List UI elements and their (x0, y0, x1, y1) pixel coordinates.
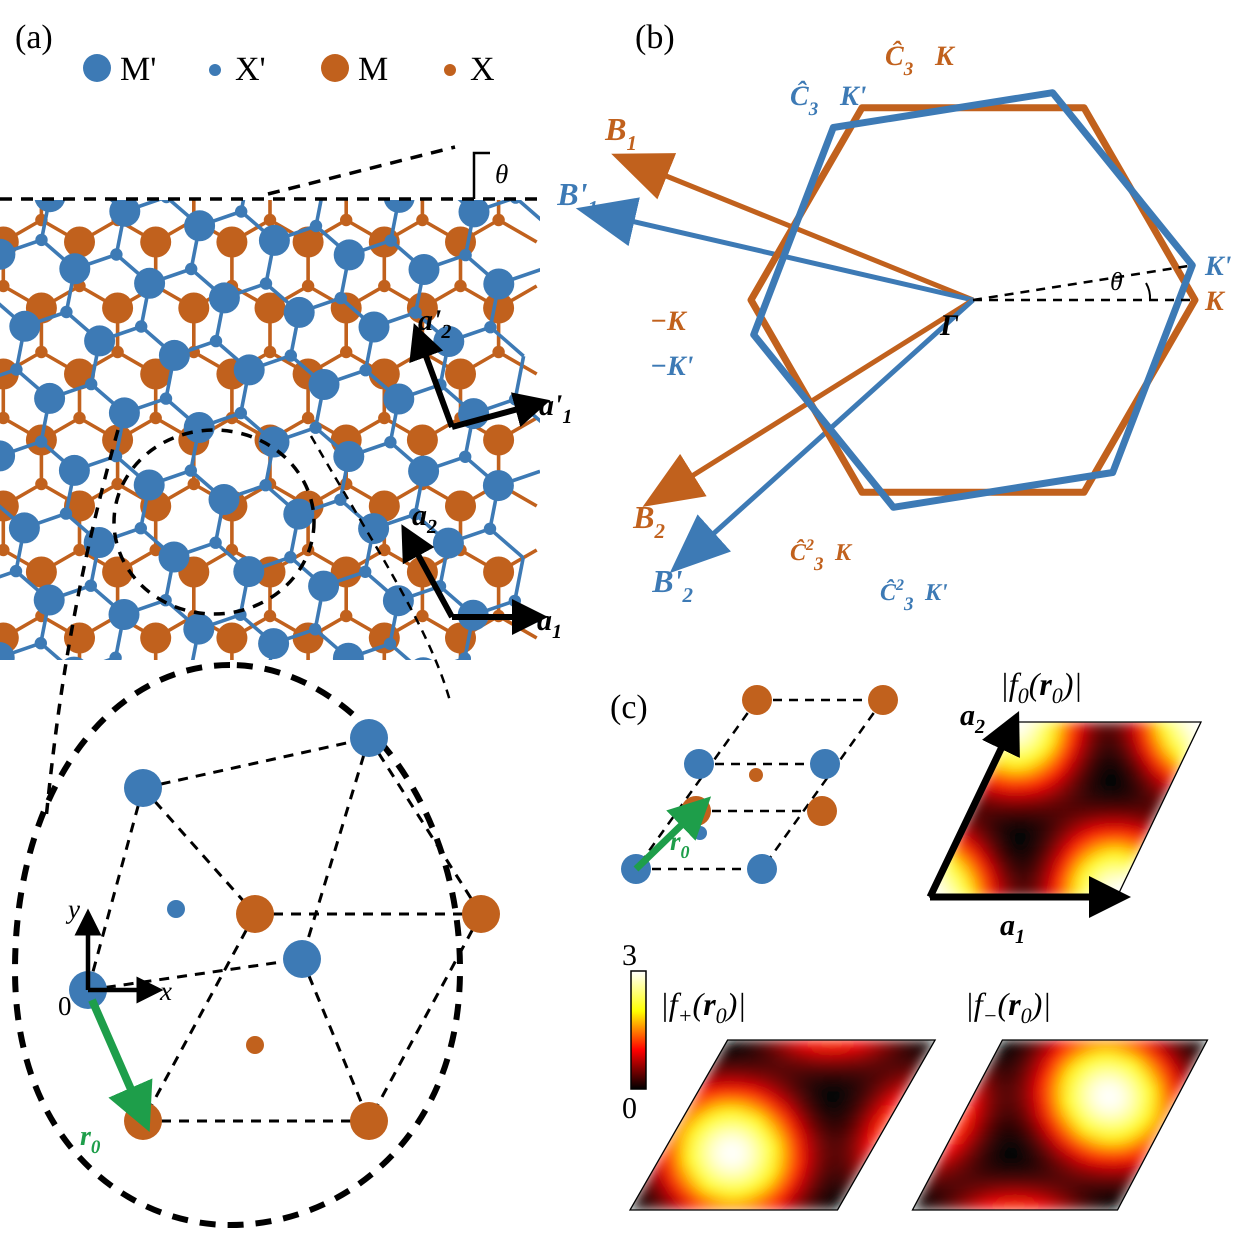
svg-text:−K: −K (650, 306, 688, 337)
svg-text:x: x (159, 976, 172, 1006)
svg-text:K': K' (924, 580, 948, 606)
svg-text:0: 0 (58, 991, 72, 1021)
svg-text:Γ: Γ (939, 309, 959, 342)
svg-text:(b): (b) (635, 19, 675, 56)
svg-text:−K': −K' (650, 351, 694, 382)
svg-text:K': K' (839, 81, 867, 112)
svg-text:M': M' (120, 51, 156, 88)
svg-text:|f−(r0)|: |f−(r0)| (965, 986, 1051, 1028)
svg-text:X: X (470, 51, 495, 88)
svg-text:|f0(r0)|: |f0(r0)| (1000, 666, 1082, 708)
svg-text:K': K' (1204, 251, 1232, 282)
svg-text:y: y (65, 894, 80, 924)
svg-text:K: K (1204, 286, 1226, 317)
svg-text:(a): (a) (15, 19, 53, 56)
svg-text:(c): (c) (610, 689, 648, 726)
svg-text:θ: θ (495, 159, 508, 189)
svg-text:K: K (934, 41, 956, 72)
svg-text:|f+(r0)|: |f+(r0)| (660, 986, 746, 1028)
svg-text:M: M (358, 51, 388, 88)
svg-text:K: K (834, 540, 853, 566)
svg-text:3: 3 (622, 939, 637, 972)
svg-text:0: 0 (622, 1092, 637, 1125)
svg-text:θ: θ (1110, 267, 1123, 296)
svg-text:X': X' (235, 51, 266, 88)
